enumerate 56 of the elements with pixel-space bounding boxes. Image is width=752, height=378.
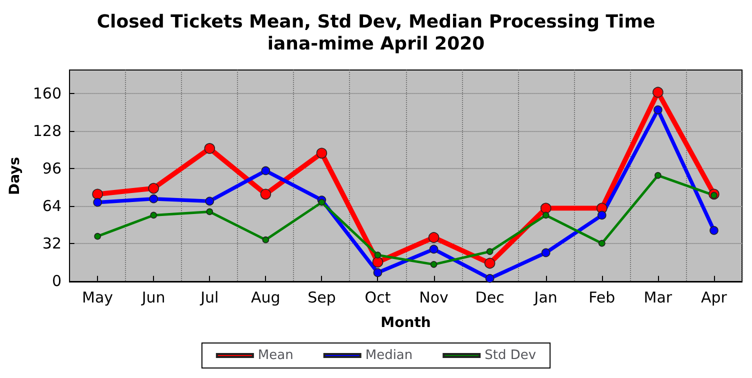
point	[262, 236, 270, 244]
x-tick-label: Dec	[475, 288, 504, 306]
x-tick-label: Aug	[251, 288, 280, 306]
point	[261, 166, 270, 176]
chart-title: Closed Tickets Mean, Std Dev, Median Processing Time iana-mime April 2020	[96, 12, 656, 54]
point	[710, 226, 718, 235]
x-tick-label: Mar	[644, 288, 673, 306]
point	[540, 202, 552, 214]
y-tick-label: 32	[42, 234, 62, 252]
point	[92, 188, 103, 200]
y-tick-label: 64	[42, 196, 62, 215]
y-tick-label: 96	[42, 159, 62, 178]
point	[654, 172, 662, 179]
point	[94, 232, 101, 240]
point	[318, 198, 326, 206]
point	[428, 232, 440, 243]
y-tick-label: 128	[32, 122, 62, 140]
legend-label: Mean	[258, 348, 294, 363]
point	[374, 252, 382, 258]
y-tick-label: 0	[52, 272, 62, 290]
x-tick-label: Jul	[200, 288, 219, 306]
point	[316, 148, 328, 159]
x-tick-label: Sep	[308, 288, 336, 306]
x-tick-label: Jun	[140, 288, 166, 306]
point	[372, 256, 384, 268]
point	[204, 143, 216, 154]
x-tick-label: Jan	[533, 288, 558, 306]
x-tick-label: May	[82, 288, 114, 306]
y-axis-title: Days	[7, 156, 23, 196]
point	[429, 244, 438, 254]
x-tick-label: Nov	[419, 288, 449, 306]
y-tick-label: 160	[32, 84, 62, 102]
x-axis-title: Month	[380, 315, 431, 331]
point	[260, 188, 272, 200]
legend-label: Std Dev	[484, 348, 536, 363]
point	[148, 182, 159, 194]
point	[150, 212, 157, 219]
x-tick-label: Apr	[701, 288, 728, 306]
point	[93, 198, 102, 207]
point	[149, 194, 158, 204]
point	[652, 86, 664, 98]
point	[206, 208, 214, 216]
point	[654, 105, 662, 114]
point	[598, 210, 606, 220]
point	[430, 261, 438, 268]
point	[205, 196, 214, 206]
legend-label: Median	[365, 348, 413, 363]
point	[485, 274, 494, 283]
point	[598, 240, 606, 247]
point	[484, 258, 496, 269]
point	[373, 268, 382, 278]
point	[542, 212, 550, 219]
x-tick-label: Oct	[364, 288, 391, 306]
point	[486, 248, 494, 255]
point	[541, 248, 550, 258]
x-tick-label: Feb	[588, 288, 616, 306]
